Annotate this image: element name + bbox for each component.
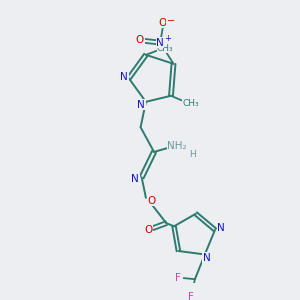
Text: −: − <box>167 16 175 26</box>
Text: N: N <box>120 72 128 82</box>
Text: O: O <box>136 35 144 45</box>
Text: N: N <box>156 38 164 48</box>
Text: F: F <box>175 273 181 283</box>
Text: N: N <box>131 174 139 184</box>
Text: F: F <box>188 292 194 300</box>
Text: O: O <box>147 196 155 206</box>
Text: O: O <box>159 17 167 28</box>
Text: CH₃: CH₃ <box>182 99 199 108</box>
Text: N: N <box>137 100 145 110</box>
Text: CH₃: CH₃ <box>157 44 174 53</box>
Text: N: N <box>218 223 225 233</box>
Text: H: H <box>189 150 196 159</box>
Text: NH₂: NH₂ <box>167 141 187 151</box>
Text: O: O <box>144 224 152 235</box>
Text: +: + <box>164 34 171 43</box>
Text: N: N <box>203 253 211 263</box>
